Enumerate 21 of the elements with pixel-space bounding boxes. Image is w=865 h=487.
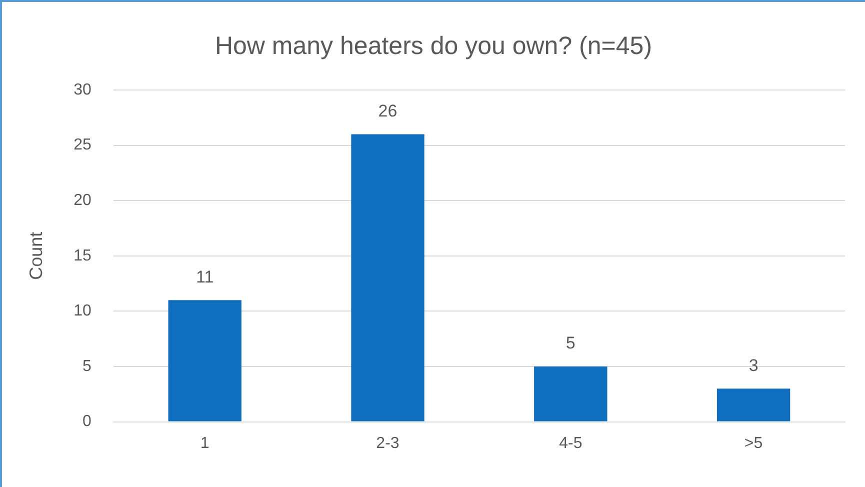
data-label: 5: [566, 334, 576, 353]
x-tick-label: >5: [744, 434, 763, 452]
bar: [351, 134, 424, 422]
y-tick-label: 20: [74, 192, 92, 210]
x-tick-label: 1: [200, 434, 210, 452]
x-tick-label: 4-5: [559, 434, 582, 452]
y-tick-label: 30: [74, 81, 92, 98]
y-axis-title: Count: [26, 232, 46, 280]
y-tick-label: 0: [82, 413, 92, 430]
y-tick-label: 10: [74, 302, 92, 320]
chart-title: How many heaters do you own? (n=45): [214, 32, 652, 60]
y-tick-label: 5: [82, 358, 92, 375]
y-tick-label: 25: [74, 136, 92, 154]
data-label: 11: [196, 267, 214, 286]
y-tick-label: 15: [74, 247, 92, 264]
bar: [716, 388, 790, 422]
x-tick-label: 2-3: [376, 434, 400, 452]
bar: [534, 366, 608, 422]
data-label: 26: [378, 101, 398, 120]
bar: [168, 300, 242, 422]
data-label: 3: [748, 356, 758, 375]
